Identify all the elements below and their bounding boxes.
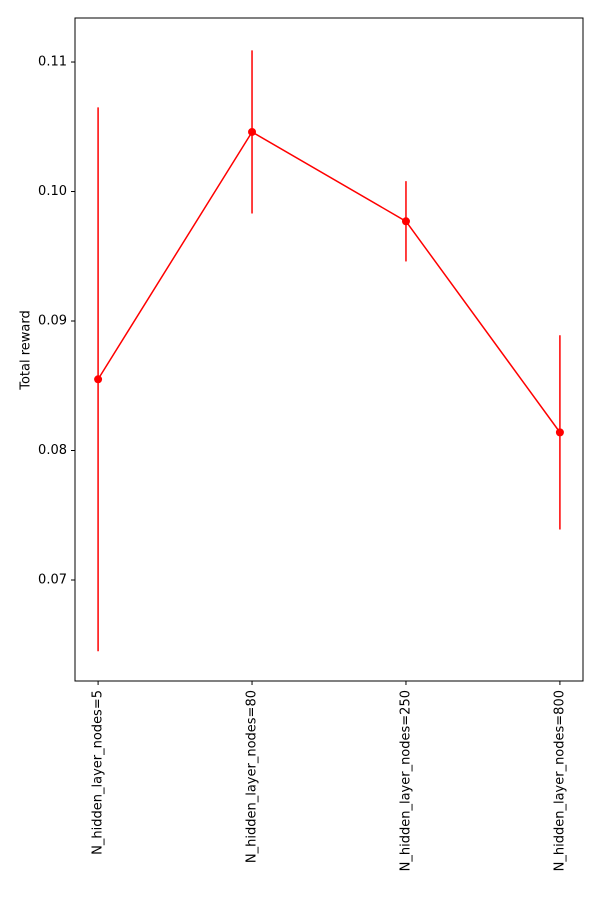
y-tick-label: 0.10 bbox=[38, 184, 67, 199]
data-point bbox=[248, 127, 257, 136]
x-tick-label: N_hidden_layer_nodes=80 bbox=[245, 690, 260, 863]
data-point bbox=[94, 375, 103, 384]
plot-frame bbox=[74, 17, 584, 682]
data-point bbox=[401, 217, 410, 226]
y-tick-label: 0.11 bbox=[38, 55, 67, 70]
x-tick-label: N_hidden_layer_nodes=250 bbox=[398, 690, 413, 871]
y-tick-label: 0.07 bbox=[38, 572, 67, 587]
x-tick-label: N_hidden_layer_nodes=800 bbox=[552, 690, 567, 871]
y-tick-label: 0.08 bbox=[38, 443, 67, 458]
x-tick-label: N_hidden_layer_nodes=5 bbox=[91, 690, 106, 855]
series-line bbox=[97, 130, 561, 433]
data-point bbox=[555, 428, 564, 437]
y-axis-label: Total reward bbox=[19, 310, 34, 391]
y-tick-label: 0.09 bbox=[38, 314, 67, 329]
